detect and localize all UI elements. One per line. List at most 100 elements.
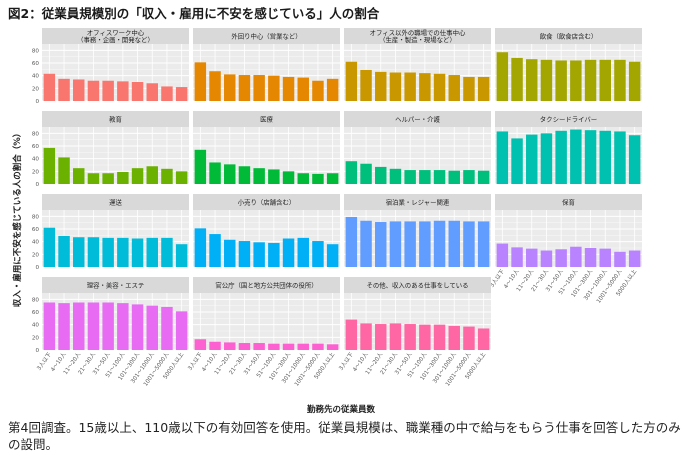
- bar: [540, 250, 553, 267]
- bar: [43, 73, 56, 101]
- y-tick-label: 60: [32, 61, 40, 67]
- bar: [117, 81, 129, 101]
- bar: [555, 249, 567, 267]
- facet-strip: [42, 277, 189, 293]
- facet-strip: [42, 194, 189, 210]
- facet-title: 理容・美容・エステ: [87, 281, 145, 290]
- bar: [477, 328, 490, 350]
- bar: [117, 171, 129, 184]
- bar: [511, 138, 523, 184]
- bar: [175, 311, 188, 350]
- y-tick-label: 20: [32, 169, 40, 175]
- bar: [540, 133, 553, 184]
- bar: [628, 135, 641, 184]
- bar: [209, 234, 221, 267]
- bar: [433, 324, 446, 350]
- facet-panel: その他、収入のある仕事をしている3人以下4～10人11～20人21～30人31～…: [338, 277, 491, 388]
- faceted-bar-chart: 収入・雇用に不安を感じている人の割合（%） 勤務先の従業員数 オフィスワーク中心…: [12, 28, 642, 415]
- figure-title: 図2：従業員規模別の「収入・雇用に不安を感じている」人の割合: [8, 6, 380, 21]
- facet-panel: 宿泊業・レジャー関連: [344, 194, 491, 268]
- facet-panel: ヘルパー・介護: [344, 111, 491, 185]
- bar: [117, 237, 129, 267]
- bar: [511, 247, 523, 267]
- y-tick-label: 60: [32, 144, 40, 150]
- facet-title: 医療: [260, 115, 273, 124]
- bar: [253, 75, 265, 101]
- bar: [224, 342, 236, 350]
- bar: [224, 74, 236, 101]
- bar: [194, 62, 207, 101]
- bar: [419, 170, 431, 184]
- facet-panel: 医療: [193, 111, 340, 185]
- facet-title: 運送: [109, 198, 122, 207]
- bar: [375, 324, 387, 350]
- bar: [73, 302, 85, 350]
- facet-panel: オフィスワーク中心（事務・企画・開発など） 0 20 40 60 80: [32, 28, 189, 105]
- bar: [297, 77, 309, 101]
- bar: [146, 305, 158, 350]
- bar: [43, 302, 56, 350]
- facet-title: 宿泊業・レジャー関連: [386, 198, 450, 207]
- bar: [375, 222, 387, 267]
- bar: [268, 343, 280, 350]
- bar: [117, 303, 129, 350]
- bar: [58, 157, 70, 184]
- bar: [175, 244, 188, 267]
- bar: [477, 221, 490, 267]
- y-tick-label: 20: [32, 252, 40, 258]
- bar: [448, 325, 460, 350]
- bar: [375, 71, 387, 101]
- bar: [326, 244, 339, 267]
- bar: [477, 170, 490, 184]
- bar: [253, 168, 265, 184]
- x-axis-label: 勤務先の従業員数: [307, 404, 376, 415]
- y-tick-label: 20: [32, 335, 40, 341]
- bar: [419, 324, 431, 350]
- facet-strip: [495, 194, 642, 210]
- facet-strip: [495, 28, 642, 44]
- facet-panel: 理容・美容・エステ0204060803人以下4～10人11～20人21～30人3…: [32, 277, 189, 388]
- bar: [584, 130, 597, 184]
- bar: [161, 168, 173, 184]
- facet-title: （事務・企画・開発など）: [77, 35, 154, 44]
- facet-title: 官公庁（国と地方公共団体の役所）: [215, 281, 317, 290]
- bar: [161, 237, 173, 267]
- bar: [43, 227, 56, 267]
- facet-panel: 小売り（店舗含む）: [193, 194, 340, 268]
- bar: [87, 237, 100, 267]
- facet-title: その他、収入のある仕事をしている: [366, 281, 468, 290]
- bar: [312, 173, 324, 184]
- panel-grid: オフィスワーク中心（事務・企画・開発など） 0 20 40 60 80 外回り中心（営業など…: [32, 28, 642, 388]
- bar: [614, 131, 626, 184]
- bar: [312, 343, 324, 350]
- bar: [73, 237, 85, 267]
- facet-title: タクシードライバー: [540, 115, 597, 124]
- bar: [555, 60, 567, 101]
- bar: [282, 238, 295, 267]
- facet-panel: 教育 0 20 40 60 80: [32, 111, 189, 188]
- facet-title: 飲食（飲食店含む）: [540, 32, 598, 41]
- bar: [224, 164, 236, 184]
- bar: [326, 78, 339, 101]
- bar: [194, 339, 207, 350]
- bar: [58, 303, 70, 350]
- bar: [463, 170, 475, 184]
- y-tick-label: 0: [35, 182, 39, 188]
- bar: [448, 75, 460, 101]
- bar: [599, 130, 611, 184]
- bar: [433, 73, 446, 101]
- bar: [433, 220, 446, 267]
- x-tick-label: 1001～5000人: [142, 351, 171, 388]
- y-tick-label: 40: [32, 157, 40, 163]
- bar: [360, 69, 372, 101]
- bar: [87, 173, 100, 184]
- bar: [194, 149, 207, 184]
- bar: [297, 173, 309, 184]
- y-tick-label: 0: [35, 99, 39, 105]
- bar: [345, 319, 358, 350]
- bar: [224, 239, 236, 267]
- facet-title: 外回り中心（営業など）: [231, 32, 301, 41]
- bar: [614, 59, 626, 101]
- bar: [43, 147, 56, 184]
- bar: [253, 242, 265, 267]
